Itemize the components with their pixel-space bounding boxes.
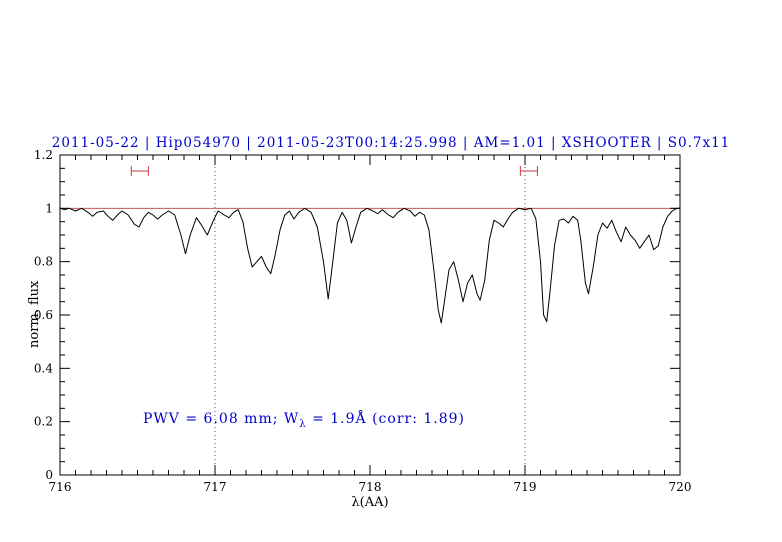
- x-tick-label: 716: [49, 480, 72, 494]
- pwv-annotation-suffix: = 1.9Å (corr: 1.89): [306, 411, 465, 427]
- y-tick-label: 0.2: [34, 415, 53, 429]
- x-tick-label: 718: [359, 480, 382, 494]
- spectrum-line: [59, 207, 680, 324]
- y-tick-label: 0.8: [34, 255, 53, 269]
- y-axis-label: norm. flux: [27, 280, 42, 348]
- y-tick-label: 1.2: [34, 148, 53, 162]
- y-tick-label: 0.6: [34, 308, 53, 322]
- x-tick-label: 719: [514, 480, 537, 494]
- pwv-annotation: PWV = 6.08 mm; Wλ = 1.9Å (corr: 1.89): [143, 411, 465, 430]
- plot-title: 2011-05-22 | Hip054970 | 2011-05-23T00:1…: [51, 135, 731, 151]
- x-tick-label: 720: [669, 480, 692, 494]
- pwv-annotation-prefix: PWV = 6.08 mm; W: [143, 411, 300, 427]
- x-axis-label: λ(AA): [351, 495, 389, 510]
- y-tick-label: 0.4: [34, 361, 53, 375]
- y-tick-label: 0: [45, 468, 53, 482]
- y-tick-label: 1: [45, 201, 53, 215]
- pwv-annotation-lambda-subscript: λ: [299, 418, 307, 430]
- x-tick-label: 717: [204, 480, 227, 494]
